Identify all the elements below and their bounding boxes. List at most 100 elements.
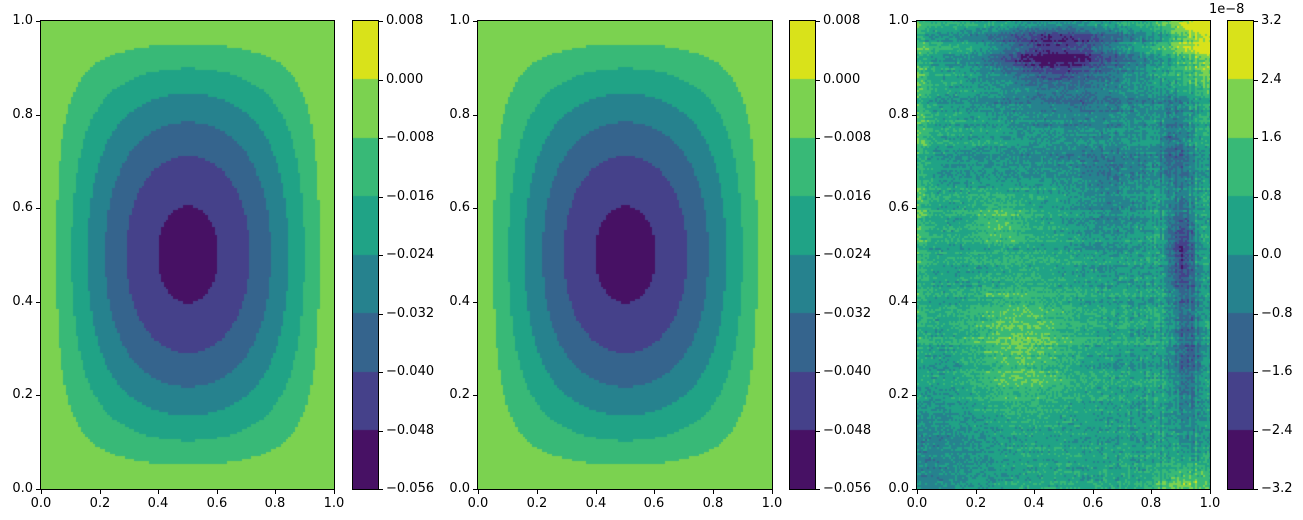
x-tick-label: 0.2 (89, 496, 111, 511)
y-tick-mark (912, 489, 916, 490)
colorbar-tick-label: −0.032 (386, 306, 435, 321)
y-tick-mark (473, 302, 477, 303)
x-tick-label: 1.0 (323, 496, 345, 511)
colorbar-tick-mark (1254, 431, 1258, 432)
colorbar-tick-label: −0.040 (386, 364, 435, 379)
x-tick-label: 0.4 (1023, 496, 1045, 511)
y-tick-label: 1.0 (888, 13, 909, 28)
y-tick-label: 0.6 (449, 200, 470, 215)
x-tick-mark (1034, 490, 1035, 494)
y-tick-mark (912, 21, 916, 22)
x-tick-mark (917, 490, 918, 494)
y-tick-mark (473, 21, 477, 22)
colorbar-tick-mark (379, 138, 383, 139)
y-tick-mark (36, 489, 40, 490)
y-tick-label: 0.2 (888, 387, 909, 402)
x-tick-label: 0.2 (526, 496, 548, 511)
colorbar-tick-mark (816, 197, 820, 198)
x-tick-label: 1.0 (1199, 496, 1221, 511)
colorbar-tick-mark (816, 431, 820, 432)
exact-solution-contour-plot (478, 21, 772, 489)
y-tick-mark (912, 115, 916, 116)
y-tick-mark (912, 302, 916, 303)
colorbar-tick-label: −0.024 (386, 247, 435, 262)
colorbar-tick-label: 0.008 (386, 13, 424, 28)
colorbar-tick-mark (1254, 489, 1258, 490)
colorbar-tick-mark (1254, 197, 1258, 198)
colorbar-tick-label: 0.000 (386, 72, 424, 87)
x-tick-mark (1151, 490, 1152, 494)
colorbar-exact-solution (789, 20, 816, 490)
colorbar-tick-mark (816, 372, 820, 373)
colorbar-tick-mark (1254, 372, 1258, 373)
x-tick-mark (158, 490, 159, 494)
y-tick-label: 0.0 (12, 481, 33, 496)
colorbar-tick-mark (1254, 138, 1258, 139)
y-tick-mark (473, 489, 477, 490)
x-tick-mark (275, 490, 276, 494)
y-tick-label: 1.0 (449, 13, 470, 28)
y-tick-label: 0.0 (888, 481, 909, 496)
y-tick-label: 0.2 (12, 387, 33, 402)
colorbar-tick-label: 0.8 (1261, 189, 1282, 204)
x-tick-label: 0.0 (906, 496, 928, 511)
colorbar-tick-label: −0.056 (386, 481, 435, 496)
axes-error-field (916, 20, 1211, 490)
colorbar-numerical-solution (352, 20, 379, 490)
colorbar-tick-label: −0.056 (823, 481, 872, 496)
y-tick-label: 0.6 (12, 200, 33, 215)
x-tick-mark (1093, 490, 1094, 494)
y-tick-label: 0.8 (12, 107, 33, 122)
x-tick-mark (713, 490, 714, 494)
y-tick-mark (473, 115, 477, 116)
colorbar-tick-mark (1254, 21, 1258, 22)
y-tick-label: 0.2 (449, 387, 470, 402)
x-tick-label: 0.6 (206, 496, 228, 511)
x-tick-label: 0.4 (147, 496, 169, 511)
colorbar-tick-mark (816, 138, 820, 139)
x-tick-mark (1210, 490, 1211, 494)
y-tick-label: 0.4 (12, 294, 33, 309)
y-tick-mark (36, 21, 40, 22)
colorbar-tick-mark (816, 489, 820, 490)
x-tick-mark (334, 490, 335, 494)
x-tick-mark (772, 490, 773, 494)
x-tick-label: 0.4 (585, 496, 607, 511)
colorbar-tick-mark (379, 197, 383, 198)
y-tick-mark (912, 208, 916, 209)
y-tick-mark (912, 395, 916, 396)
x-tick-label: 0.2 (965, 496, 987, 511)
colorbar-tick-mark (816, 314, 820, 315)
colorbar-tick-label: −0.040 (823, 364, 872, 379)
y-tick-label: 0.8 (888, 107, 909, 122)
colorbar-tick-label: −0.016 (386, 189, 435, 204)
colorbar-tick-label: −3.2 (1261, 481, 1293, 496)
colorbar-tick-label: 0.000 (823, 72, 861, 87)
x-tick-mark (217, 490, 218, 494)
colorbar-error (1227, 20, 1254, 490)
error-contour-plot (917, 21, 1210, 489)
colorbar-tick-mark (379, 21, 383, 22)
x-tick-mark (478, 490, 479, 494)
colorbar-tick-mark (379, 372, 383, 373)
colorbar-tick-label: 0.0 (1261, 247, 1282, 262)
x-tick-mark (537, 490, 538, 494)
x-tick-mark (596, 490, 597, 494)
x-tick-label: 0.6 (643, 496, 665, 511)
colorbar-tick-label: −0.048 (823, 423, 872, 438)
colorbar-tick-mark (379, 80, 383, 81)
x-tick-mark (41, 490, 42, 494)
x-tick-label: 0.0 (467, 496, 489, 511)
y-tick-mark (473, 208, 477, 209)
colorbar-tick-mark (379, 431, 383, 432)
colorbar-tick-mark (1254, 314, 1258, 315)
numerical-solution-contour-plot (41, 21, 334, 489)
colorbar-tick-label: −0.8 (1261, 306, 1293, 321)
x-tick-mark (654, 490, 655, 494)
x-tick-label: 1.0 (761, 496, 783, 511)
x-tick-label: 0.6 (1082, 496, 1104, 511)
colorbar-tick-label: −1.6 (1261, 364, 1293, 379)
y-tick-mark (36, 395, 40, 396)
x-tick-mark (100, 490, 101, 494)
